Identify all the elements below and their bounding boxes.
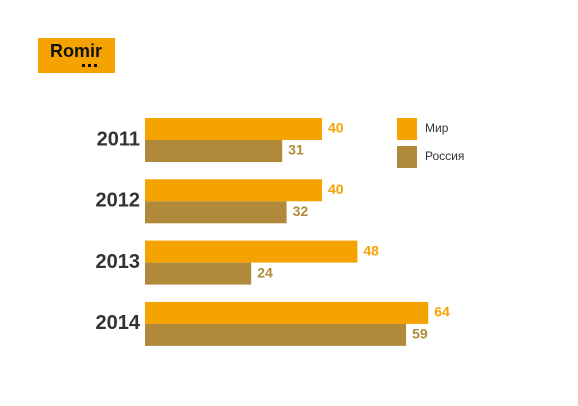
value-label: 32 <box>293 203 309 219</box>
y-tick-label: 2013 <box>96 251 141 273</box>
logo-dot <box>82 64 85 67</box>
value-label: 48 <box>363 242 379 258</box>
y-tick-label: 2014 <box>96 312 141 334</box>
bar <box>145 323 407 346</box>
logo-text: Romir <box>50 41 102 61</box>
value-label: 31 <box>288 142 304 158</box>
bar <box>145 240 358 263</box>
value-label: 59 <box>412 326 428 342</box>
y-tick-label: 2012 <box>96 190 141 212</box>
bar <box>145 140 283 162</box>
value-label: 64 <box>434 304 450 320</box>
y-tick-label: 2011 <box>97 128 140 150</box>
legend-swatch <box>397 146 417 168</box>
logo-dot <box>88 64 91 67</box>
value-label: 40 <box>328 181 344 197</box>
bar <box>145 262 252 285</box>
legend-label: Россия <box>425 149 464 163</box>
bar <box>145 201 287 224</box>
logo: Romir <box>38 38 115 73</box>
value-label: 40 <box>328 120 344 136</box>
legend-swatch <box>397 118 417 140</box>
legend-label: Мир <box>425 121 449 135</box>
bar <box>145 179 322 202</box>
bar <box>145 301 429 324</box>
bar <box>145 118 322 140</box>
logo-dot <box>94 64 97 67</box>
value-label: 24 <box>257 264 273 280</box>
logo-background <box>38 38 115 73</box>
